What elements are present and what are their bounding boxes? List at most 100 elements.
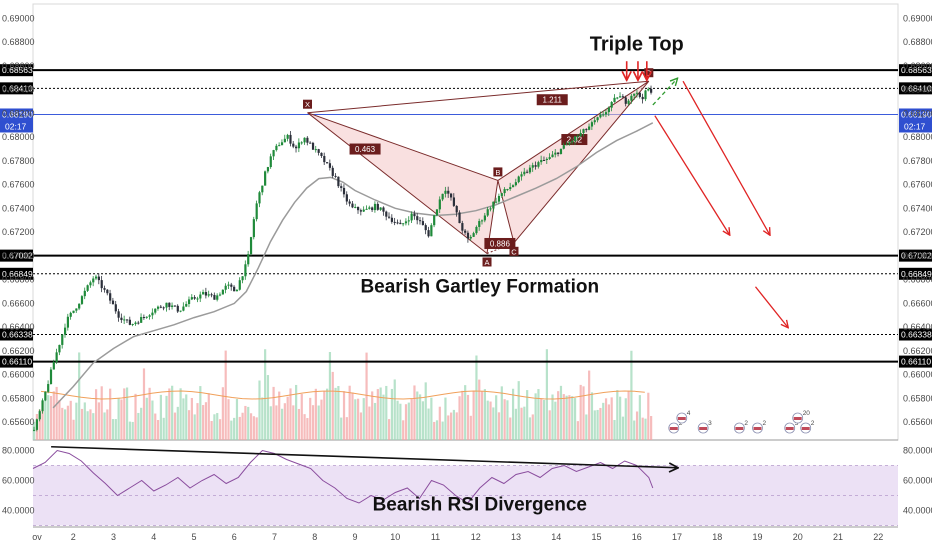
y-tick-left: 0.67000 <box>2 251 35 261</box>
candle-body <box>565 144 568 146</box>
candle-body <box>399 222 402 225</box>
candle-body <box>199 294 202 299</box>
rsi-panel <box>33 465 898 526</box>
candle-body <box>295 146 298 149</box>
candle-body <box>69 312 72 317</box>
candle-body <box>145 316 148 318</box>
ratio-label: 1.211 <box>543 96 563 105</box>
y-tick-left: 0.66200 <box>2 346 35 356</box>
candle-body <box>542 159 546 161</box>
volume-bar <box>280 408 284 440</box>
event-count: 4 <box>687 410 691 417</box>
volume-bar <box>647 392 650 440</box>
level-tag-right <box>899 64 932 77</box>
candle-body <box>461 223 464 231</box>
volume-bar <box>455 412 458 440</box>
annotation-text: Triple Top <box>590 33 684 55</box>
candle-body <box>373 203 377 211</box>
volume-bar <box>492 407 495 440</box>
volume-bar <box>297 408 301 440</box>
volume-bar <box>207 393 210 440</box>
x-tick: 4 <box>151 532 156 542</box>
volume-bar <box>154 413 157 440</box>
volume-bar <box>497 412 501 440</box>
event-flag <box>669 427 678 430</box>
candle-body <box>382 207 385 212</box>
volume-bar <box>413 385 416 440</box>
pattern-point-label: X <box>305 100 310 109</box>
volume-bar <box>300 393 303 440</box>
event-flag <box>735 427 744 430</box>
candle-body <box>388 216 391 218</box>
candle-body <box>548 157 551 159</box>
candle-body <box>103 288 106 290</box>
volume-bar <box>500 386 503 440</box>
volume-bar <box>441 421 444 440</box>
candle-body <box>187 299 191 305</box>
candle-body <box>365 208 368 210</box>
volume-bar <box>371 391 374 440</box>
volume-bar <box>638 395 641 440</box>
volume-bar <box>193 414 196 440</box>
volume-bar <box>109 388 112 440</box>
candle-body <box>635 92 639 94</box>
volume-bar <box>134 393 137 440</box>
volume-bar <box>100 386 103 440</box>
x-tick: 7 <box>272 532 277 542</box>
x-tick: 14 <box>551 532 561 542</box>
level-tag-left <box>0 82 33 95</box>
volume-bar <box>111 419 115 440</box>
volume-bar <box>86 411 89 440</box>
volume-bar <box>92 413 95 440</box>
volume-bar <box>244 405 247 440</box>
candle-body <box>128 319 131 325</box>
volume-bar <box>213 414 216 440</box>
candle-body <box>345 194 348 202</box>
volume-bar <box>480 391 484 440</box>
volume-bar <box>196 403 199 440</box>
candle-body <box>531 165 534 168</box>
y-tick-left: 0.65600 <box>2 417 35 427</box>
candle-body <box>154 308 157 313</box>
candle-body <box>537 162 540 167</box>
volume-bar <box>421 401 425 440</box>
candle-body <box>644 90 647 100</box>
event-count: 2 <box>679 420 683 427</box>
candle-body <box>196 298 199 300</box>
y-tick-right: 0.66200 <box>903 346 932 356</box>
volume-bar <box>486 400 489 440</box>
event-flag <box>753 427 762 430</box>
volume-bar <box>588 370 591 440</box>
volume-bar <box>241 412 244 440</box>
candle-body <box>495 201 498 203</box>
y-tick-left: 0.67600 <box>2 180 35 190</box>
event-count: 2 <box>744 420 748 427</box>
level-label-left: 0.66849 <box>2 269 33 279</box>
volume-bar <box>148 387 151 440</box>
x-tick: 12 <box>471 532 481 542</box>
volume-bar <box>176 406 179 440</box>
y-tick-left: 0.66800 <box>2 275 35 285</box>
y-tick-right: 0.67800 <box>903 156 932 166</box>
candle-body <box>506 189 509 191</box>
volume-bar <box>159 394 162 440</box>
candle-body <box>385 211 388 217</box>
volume-bar <box>545 349 548 440</box>
x-tick: 6 <box>232 532 237 542</box>
volume-bar <box>295 384 298 440</box>
candle-body <box>176 305 179 312</box>
volume-bar <box>585 414 588 440</box>
candle-body <box>292 143 295 147</box>
volume-bar <box>255 417 258 440</box>
x-tick: 19 <box>752 532 762 542</box>
volume-bar <box>204 402 208 440</box>
y-tick-left: 0.68600 <box>2 61 35 71</box>
candle-body <box>596 117 599 121</box>
candle-body <box>92 278 95 283</box>
candle-body <box>376 203 379 210</box>
volume-bar <box>407 402 410 440</box>
y-tick-right: 0.65600 <box>903 417 932 427</box>
candle-body <box>210 294 213 296</box>
level-label-left: 0.68410 <box>2 83 33 93</box>
candle-body <box>86 285 89 291</box>
